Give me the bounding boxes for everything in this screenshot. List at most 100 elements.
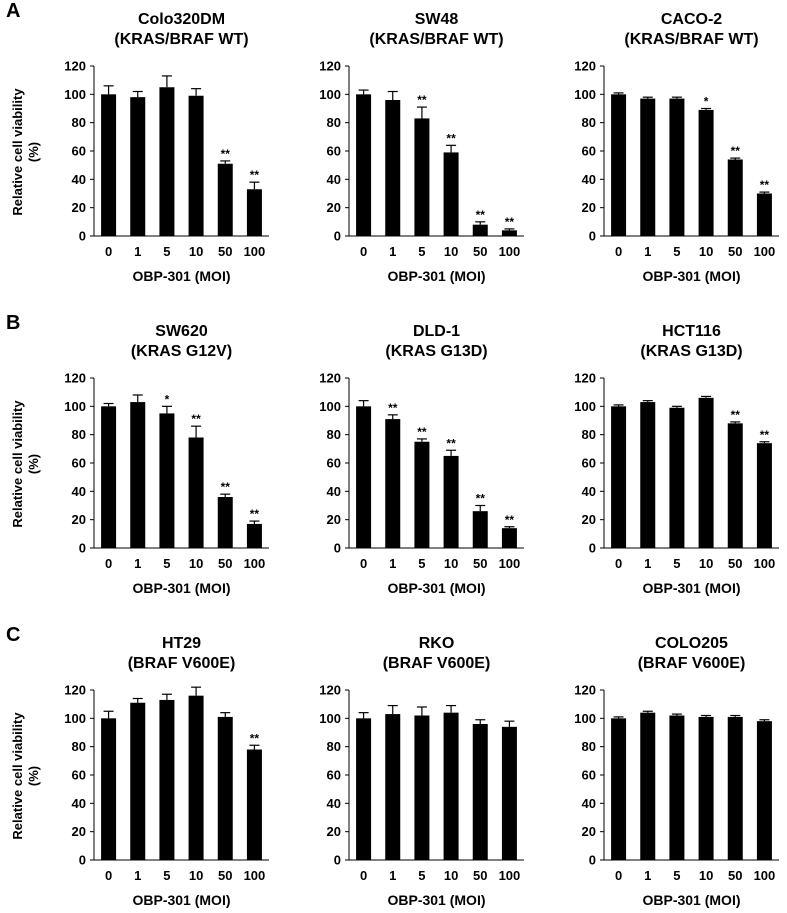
x-tick-label: 50	[728, 868, 742, 883]
chart-panel-sw48: SW48 (KRAS/BRAF WT) 0 20 40 60 80 100 120 0 1 ** 5 **…	[319, 11, 524, 284]
ylabel-line1: Relative cell viability	[10, 712, 25, 840]
x-tick-label: 10	[699, 868, 713, 883]
y-tick-label: 100	[319, 399, 341, 414]
significance-mark: **	[250, 731, 260, 745]
bar	[727, 423, 743, 548]
x-tick-label: 10	[189, 244, 203, 259]
x-axis-label: OBP-301 (MOI)	[132, 892, 230, 908]
y-tick-label: 100	[574, 87, 596, 102]
x-tick-label: 100	[754, 244, 776, 259]
chart-title: HCT116	[662, 323, 721, 340]
y-tick-label: 40	[327, 484, 341, 499]
bar	[356, 718, 372, 860]
y-tick-label: 60	[582, 144, 596, 159]
x-tick-label: 0	[360, 244, 367, 259]
bar	[217, 716, 233, 860]
chart-subtitle: (KRAS/BRAF WT)	[624, 31, 758, 48]
bar	[414, 441, 430, 548]
y-tick-label: 20	[72, 512, 86, 527]
x-tick-label: 10	[699, 556, 713, 571]
x-tick-label: 50	[218, 556, 232, 571]
y-axis-label-row-b: Relative cell viability (%)	[10, 400, 41, 528]
bar	[385, 714, 401, 860]
y-tick-label: 60	[582, 456, 596, 471]
y-tick-label: 60	[327, 768, 341, 783]
y-tick-label: 100	[64, 87, 86, 102]
y-tick-label: 80	[327, 115, 341, 130]
x-tick-label: 50	[728, 556, 742, 571]
bar	[472, 724, 488, 860]
x-tick-label: 100	[754, 868, 776, 883]
y-tick-label: 0	[334, 853, 341, 868]
x-tick-label: 1	[644, 868, 651, 883]
chart-subtitle: (KRAS G12V)	[131, 343, 232, 360]
y-tick-label: 80	[72, 115, 86, 130]
y-tick-label: 0	[79, 229, 86, 244]
x-tick-label: 100	[244, 868, 266, 883]
x-tick-label: 1	[134, 868, 141, 883]
y-tick-label: 40	[582, 796, 596, 811]
y-tick-label: 120	[64, 683, 86, 698]
x-tick-label: 50	[473, 868, 487, 883]
y-axis-label-row-c: Relative cell viability (%)	[10, 712, 41, 840]
x-tick-label: 50	[728, 244, 742, 259]
x-tick-label: 10	[444, 868, 458, 883]
chart-subtitle: (KRAS G13D)	[385, 343, 487, 360]
row-label-c: C	[6, 624, 20, 646]
x-tick-label: 5	[163, 556, 170, 571]
y-tick-label: 20	[72, 824, 86, 839]
x-tick-label: 1	[134, 556, 141, 571]
y-tick-label: 0	[334, 229, 341, 244]
x-tick-label: 100	[499, 556, 521, 571]
significance-mark: **	[760, 178, 770, 192]
bar	[217, 497, 233, 548]
bar	[101, 406, 117, 548]
x-tick-label: 100	[244, 556, 266, 571]
x-tick-label: 50	[218, 868, 232, 883]
y-tick-label: 120	[319, 371, 341, 386]
y-tick-label: 40	[72, 484, 86, 499]
bar	[130, 702, 146, 860]
x-tick-label: 0	[615, 868, 622, 883]
x-tick-label: 5	[418, 556, 425, 571]
bar	[159, 699, 175, 860]
y-tick-label: 60	[327, 456, 341, 471]
bar	[640, 98, 656, 236]
ylabel-line1: Relative cell viability	[10, 400, 25, 528]
y-tick-label: 80	[72, 739, 86, 754]
x-tick-label: 100	[499, 244, 521, 259]
bar	[611, 406, 627, 548]
chart-title: CACO-2	[661, 11, 722, 28]
x-tick-label: 0	[360, 868, 367, 883]
y-tick-label: 0	[589, 541, 596, 556]
row-label-a: A	[6, 0, 20, 22]
x-tick-label: 10	[699, 244, 713, 259]
bar	[669, 715, 685, 860]
y-tick-label: 80	[327, 427, 341, 442]
significance-mark: **	[476, 492, 486, 506]
bar	[246, 523, 262, 548]
y-tick-label: 20	[327, 200, 341, 215]
bar	[356, 406, 372, 548]
y-tick-label: 120	[574, 371, 596, 386]
bar	[698, 716, 714, 860]
x-tick-label: 5	[418, 244, 425, 259]
y-tick-label: 100	[319, 711, 341, 726]
x-tick-label: 1	[644, 556, 651, 571]
chart-subtitle: (KRAS/BRAF WT)	[114, 31, 248, 48]
bar	[756, 721, 772, 860]
y-tick-label: 20	[327, 824, 341, 839]
y-tick-label: 60	[72, 456, 86, 471]
chart-panel-sw620: SW620 (KRAS G12V) 0 20 40 60 80 100 120 0 1 * 5 ** 10 *…	[64, 323, 269, 596]
ylabel-line1: Relative cell viability	[10, 88, 25, 216]
y-tick-label: 100	[64, 711, 86, 726]
chart-subtitle: (BRAF V600E)	[383, 655, 491, 672]
bar	[159, 413, 175, 548]
y-tick-label: 120	[319, 59, 341, 74]
bar	[356, 94, 372, 236]
x-tick-label: 0	[105, 556, 112, 571]
y-tick-label: 40	[582, 172, 596, 187]
significance-mark: **	[191, 412, 201, 426]
significance-mark: **	[446, 131, 456, 145]
significance-mark: *	[165, 392, 170, 406]
